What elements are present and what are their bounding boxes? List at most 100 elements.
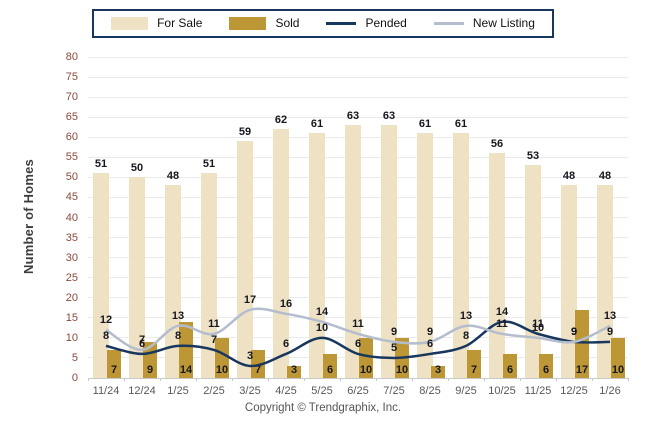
sold-bar [575, 309, 589, 378]
y-tick-label: 70 [65, 91, 78, 104]
legend-item-sold: Sold [229, 16, 299, 30]
y-tick-label: 20 [65, 291, 78, 304]
for-sale-bar [561, 185, 577, 378]
x-tick-label: 12/25 [560, 385, 588, 397]
pended-value-label: 5 [390, 341, 398, 354]
for-sale-value-label: 63 [382, 110, 396, 123]
y-tick-label: 25 [65, 271, 78, 284]
for-sale-value-label: 61 [418, 118, 432, 131]
x-axis-line [88, 377, 628, 379]
x-tick-label: 1/25 [167, 385, 189, 397]
for-sale-bar [237, 141, 253, 378]
x-tick-label: 4/25 [275, 385, 297, 397]
y-tick-label: 15 [65, 311, 78, 324]
sold-bar [323, 353, 337, 378]
x-axis-tick [483, 378, 485, 381]
new-listing-value-label: 17 [243, 293, 257, 306]
copyright: Copyright © Trendgraphix, Inc. [244, 402, 402, 414]
for-sale-value-label: 50 [130, 162, 144, 175]
y-tick-label: 30 [65, 251, 78, 264]
sold-bar [539, 353, 553, 378]
sold-value-label: 7 [110, 364, 118, 376]
new-listing-value-label: 13 [603, 309, 617, 322]
sold-swatch [229, 16, 267, 30]
line-layer [105, 307, 611, 368]
y-tick-label: 40 [65, 211, 78, 224]
for-sale-bar [93, 173, 109, 378]
for-sale-value-label: 56 [490, 138, 504, 151]
for-sale-bar [273, 129, 289, 378]
pended-value-label: 8 [462, 329, 470, 342]
y-tick-label: 10 [65, 331, 78, 344]
y-tick-label: 80 [65, 51, 78, 63]
sold-bar [251, 349, 265, 378]
legend: For Sale Sold Pended New Listing [92, 9, 554, 38]
for-sale-value-label: 48 [598, 170, 612, 183]
pended-value-label: 10 [315, 321, 329, 334]
y-axis-title: Number of Homes [21, 159, 36, 274]
x-axis-tick [627, 378, 629, 381]
sold-bar [503, 353, 517, 378]
x-axis-tick [375, 378, 377, 381]
x-tick-label: 9/25 [455, 385, 477, 397]
for-sale-bar [201, 173, 217, 378]
y-tick-label: 0 [71, 372, 78, 384]
sold-value-label: 6 [506, 364, 514, 376]
for-sale-bar [417, 133, 433, 378]
sold-bar [107, 349, 121, 378]
y-tick-label: 45 [65, 191, 78, 204]
sold-bar [215, 337, 229, 378]
for-sale-value-label: 61 [310, 118, 324, 131]
x-axis-tick [591, 378, 593, 381]
for-sale-value-label: 62 [274, 114, 288, 127]
sold-value-label: 3 [290, 364, 298, 376]
for-sale-value-label: 48 [166, 170, 180, 183]
sold-value-label: 10 [395, 364, 409, 376]
x-tick-label: 12/24 [128, 385, 156, 397]
x-tick-label: 8/25 [419, 385, 441, 397]
new-listing-value-label: 9 [426, 325, 434, 338]
y-tick-label: 5 [71, 351, 78, 364]
new-listing-value-label: 11 [496, 317, 508, 330]
for-sale-bar [345, 125, 361, 378]
y-tick-label: 65 [65, 111, 78, 124]
for-sale-bar [129, 177, 145, 378]
y-tick-label: 60 [65, 131, 78, 144]
pended-value-label: 3 [246, 349, 254, 362]
sold-bar [431, 365, 445, 378]
x-tick-label: 6/25 [347, 385, 369, 397]
sold-value-label: 17 [575, 364, 589, 376]
x-tick-label: 2/25 [203, 385, 225, 397]
x-axis-tick [447, 378, 449, 381]
new-listing-value-label: 9 [390, 325, 398, 338]
pended-value-label: 6 [426, 337, 434, 350]
x-tick-label: 10/25 [488, 385, 516, 397]
grid-line [88, 116, 628, 118]
pended-value-label: 9 [606, 325, 614, 338]
y-tick-label: 50 [65, 171, 78, 184]
new-listing-value-label: 16 [279, 297, 293, 310]
sold-value-label: 7 [470, 364, 478, 376]
for-sale-swatch [111, 16, 149, 30]
legend-item-for-sale: For Sale [111, 16, 202, 30]
sold-bar [359, 337, 373, 378]
x-axis-tick [87, 378, 89, 381]
x-axis-tick [555, 378, 557, 381]
grid-line [88, 96, 628, 98]
sold-bar [179, 321, 193, 378]
legend-label: Pended [365, 16, 407, 30]
legend-item-pended: Pended [326, 16, 407, 30]
grid-line [88, 56, 628, 58]
for-sale-value-label: 61 [454, 118, 468, 131]
new-listing-line [105, 307, 611, 352]
x-axis-tick [159, 378, 161, 381]
plot-area: 0 5 10 15 20 25 30 35 40 45 50 55 60 65 70 75 80 11/24 12/… [66, 51, 629, 397]
x-axis-tick [411, 378, 413, 381]
x-axis-tick [195, 378, 197, 381]
pended-value-label: 11 [532, 317, 544, 330]
sold-value-label: 10 [359, 364, 373, 376]
new-listing-value-label: 12 [99, 313, 113, 326]
sold-value-label: 10 [215, 364, 229, 376]
sold-value-label: 3 [434, 364, 442, 376]
